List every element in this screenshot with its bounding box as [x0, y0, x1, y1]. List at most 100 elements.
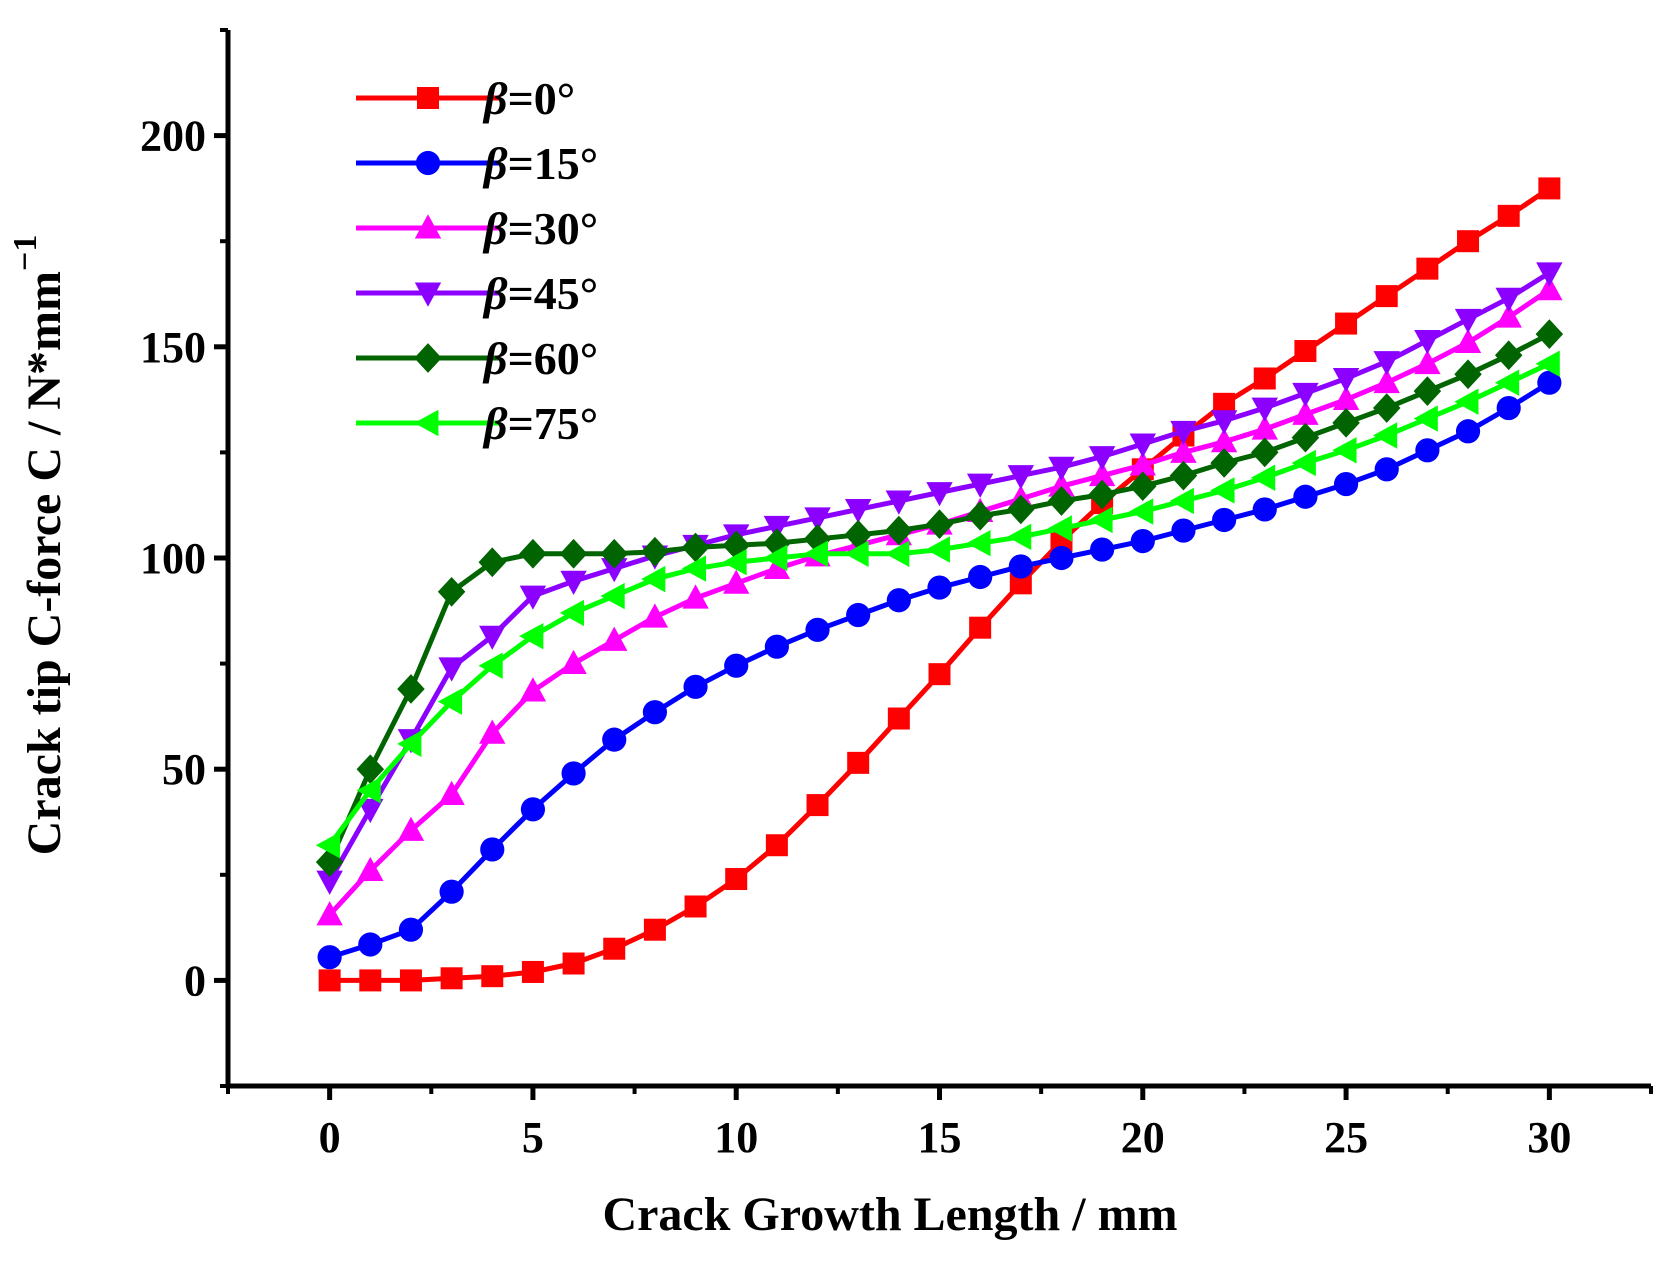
- data-point: [560, 570, 587, 595]
- data-point: [1210, 448, 1238, 478]
- legend-entry: β=15°: [356, 138, 598, 189]
- data-point: [966, 473, 994, 498]
- data-point: [602, 727, 627, 752]
- data-point: [643, 918, 666, 941]
- data-point: [316, 901, 343, 926]
- data-point: [763, 515, 791, 541]
- data-point: [1171, 518, 1196, 543]
- x-tick-label: 5: [522, 1113, 544, 1162]
- data-point: [682, 584, 709, 609]
- data-point: [1088, 461, 1116, 487]
- data-point: [1455, 419, 1481, 444]
- axes: 0 50 100 150 200 0 5 10 15 20 25 30: [140, 28, 1653, 1162]
- legend: β=0°β=15°β=30°β=45°β=60°β=75°: [356, 73, 598, 449]
- data-point: [603, 937, 626, 960]
- series-3: [316, 262, 1563, 895]
- legend-label-symbol: β: [482, 203, 508, 254]
- data-point: [397, 674, 425, 704]
- data-point: [1251, 397, 1278, 422]
- data-point: [968, 564, 993, 590]
- data-point: [1335, 312, 1358, 335]
- data-point: [1251, 437, 1279, 468]
- data-point: [1090, 537, 1115, 562]
- legend-label-symbol: β: [482, 398, 508, 449]
- data-point: [440, 967, 463, 990]
- data-point: [966, 530, 991, 557]
- data-point: [1170, 420, 1197, 446]
- data-point: [356, 777, 381, 804]
- data-point: [925, 536, 950, 563]
- y-tick-label: 150: [140, 323, 206, 372]
- data-point: [357, 856, 384, 882]
- data-point: [1252, 497, 1277, 522]
- legend-marker: [414, 409, 439, 437]
- data-point: [521, 960, 544, 983]
- data-point: [966, 500, 994, 531]
- data-point: [846, 602, 871, 628]
- data-point: [1048, 472, 1075, 497]
- data-point: [1007, 523, 1032, 551]
- legend-marker: [414, 343, 442, 373]
- legend-label-value: =45°: [508, 268, 599, 319]
- y-tick-label: 100: [140, 534, 206, 583]
- data-point: [397, 816, 425, 841]
- data-point: [520, 797, 546, 822]
- data-point: [438, 657, 465, 682]
- data-point: [1332, 407, 1360, 438]
- data-point: [887, 707, 910, 730]
- legend-label-value: =15°: [508, 138, 599, 189]
- data-point: [519, 677, 547, 702]
- data-point: [439, 879, 464, 904]
- data-point: [641, 603, 669, 628]
- data-point: [1047, 486, 1076, 516]
- data-point: [804, 507, 831, 532]
- data-point: [519, 622, 544, 650]
- data-point: [844, 540, 869, 567]
- data-point: [885, 515, 913, 546]
- data-point: [1416, 257, 1439, 280]
- data-point: [1454, 388, 1479, 415]
- data-point: [844, 498, 872, 524]
- data-point: [1170, 438, 1197, 463]
- data-point: [1169, 487, 1194, 515]
- y-axis-title: Crack tip C-force C / N*mm−1: [7, 235, 71, 856]
- legend-label: β=15°: [482, 138, 598, 189]
- legend-label: β=75°: [482, 398, 598, 449]
- data-point: [1292, 382, 1319, 408]
- data-point: [1538, 177, 1561, 200]
- legend-label: β=45°: [482, 268, 598, 319]
- legend-label-value: =60°: [508, 333, 599, 384]
- data-point: [1415, 438, 1440, 463]
- data-point: [885, 540, 910, 567]
- data-point: [1210, 477, 1235, 504]
- legend-label-value: =30°: [508, 203, 599, 254]
- data-point: [1454, 359, 1482, 390]
- data-point: [683, 674, 708, 699]
- data-point: [1048, 456, 1075, 481]
- data-point: [1008, 554, 1033, 579]
- data-point: [1457, 230, 1480, 253]
- data-point: [1413, 376, 1442, 407]
- data-point: [1454, 308, 1482, 334]
- data-point: [479, 719, 506, 744]
- data-point: [928, 663, 951, 686]
- data-point: [601, 626, 628, 651]
- legend-entry: β=0°: [356, 73, 575, 124]
- legend-label-value: =75°: [508, 398, 599, 449]
- data-point: [969, 616, 992, 639]
- data-point: [1129, 451, 1156, 476]
- series-5: [315, 350, 1560, 859]
- data-point: [359, 969, 382, 992]
- data-point: [1007, 465, 1035, 490]
- data-point: [765, 834, 788, 857]
- data-point: [803, 540, 828, 567]
- data-point: [805, 617, 830, 642]
- data-point: [1374, 457, 1399, 482]
- data-point: [1494, 340, 1523, 371]
- data-point: [1495, 303, 1522, 328]
- data-point: [1495, 287, 1522, 312]
- data-point: [1088, 506, 1113, 534]
- data-point: [1454, 328, 1482, 354]
- data-point: [1088, 479, 1116, 510]
